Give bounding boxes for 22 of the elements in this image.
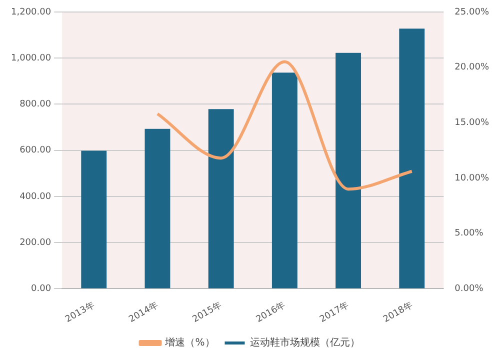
y-tick-label: 400.00 [20,192,52,202]
bar [399,28,425,288]
bar [336,52,361,288]
bar [272,72,298,288]
y-tick-label: 1,000.00 [11,53,52,64]
y2-tick-label: 15.00% [454,118,490,128]
y2-tick-label: 20.00% [454,62,490,73]
line-series [156,60,414,191]
legend-label: 增速（%） [164,336,215,349]
bar [81,150,107,288]
legend-label: 运动鞋市场规模（亿元） [250,336,360,349]
y-tick-label: 600.00 [20,146,52,156]
y-tick-label: 800.00 [20,100,52,110]
y-tick-label: 0.00 [31,284,52,294]
y2-tick-label: 10.00% [454,173,490,184]
y-tick-label: 1,200.00 [11,7,52,18]
y2-tick-label: 0.00% [454,284,484,294]
bar [208,109,234,288]
y2-tick-label: 25.00% [454,7,490,18]
bar [144,128,170,288]
y2-tick-label: 5.00% [454,228,484,239]
y-tick-label: 200.00 [20,238,52,248]
